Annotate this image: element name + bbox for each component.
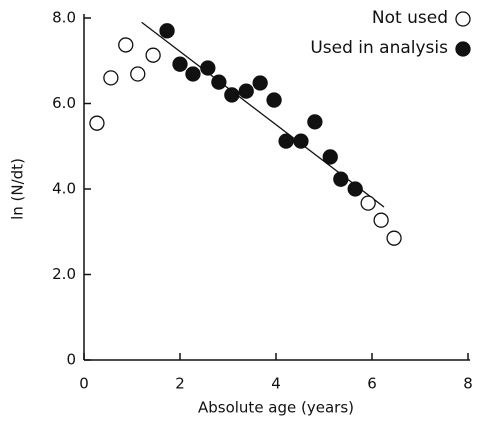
legend-label: Used in analysis	[310, 38, 448, 58]
x-tick-label: 8	[463, 375, 473, 393]
point	[238, 83, 254, 99]
x-tick-label: 6	[367, 375, 377, 393]
y-tick-label: 4.0	[52, 180, 76, 198]
y-tick-label: 2.0	[52, 265, 76, 283]
legend-marker	[455, 41, 471, 57]
point	[386, 230, 402, 246]
x-tick-label: 0	[79, 375, 89, 393]
point	[293, 133, 309, 149]
x-axis-label: Absolute age (years)	[198, 399, 354, 417]
x-tick-label: 2	[175, 375, 185, 393]
point	[159, 23, 175, 39]
y-tick-label: 0	[66, 351, 76, 369]
point	[307, 114, 323, 130]
point	[130, 66, 146, 82]
point	[278, 133, 294, 149]
point	[145, 47, 161, 63]
point	[185, 66, 201, 82]
point	[333, 171, 349, 187]
point	[200, 60, 216, 76]
legend-marker	[455, 11, 471, 27]
point	[322, 149, 338, 165]
y-tick-label: 6.0	[52, 94, 76, 112]
point	[360, 195, 376, 211]
x-tick-label: 4	[271, 375, 281, 393]
legend-label: Not used	[372, 8, 448, 28]
point	[224, 87, 240, 103]
point	[252, 75, 268, 91]
point	[266, 92, 282, 108]
point	[103, 70, 119, 86]
point	[118, 37, 134, 53]
point	[347, 181, 363, 197]
y-axis-label: ln (N/dt)	[9, 158, 27, 220]
y-tick-label: 8.0	[52, 9, 76, 27]
point	[89, 115, 105, 131]
point	[211, 74, 227, 90]
point	[373, 212, 389, 228]
point	[172, 56, 188, 72]
